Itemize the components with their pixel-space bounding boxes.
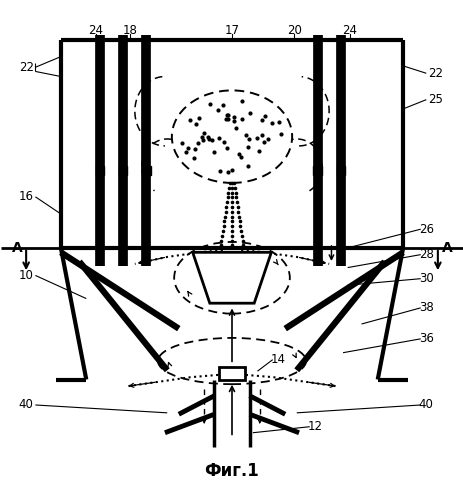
Text: 14: 14 bbox=[270, 353, 285, 366]
Text: A: A bbox=[12, 240, 22, 254]
Text: 16: 16 bbox=[19, 190, 33, 203]
Text: 26: 26 bbox=[418, 222, 433, 235]
Bar bbox=[336, 166, 344, 175]
Text: 40: 40 bbox=[418, 398, 433, 411]
Text: 18: 18 bbox=[123, 24, 138, 37]
Text: 40: 40 bbox=[19, 398, 33, 411]
Bar bbox=[96, 166, 104, 175]
Text: 38: 38 bbox=[418, 302, 433, 314]
Text: 22: 22 bbox=[427, 67, 442, 80]
Bar bbox=[313, 166, 321, 175]
Text: 12: 12 bbox=[307, 420, 322, 433]
Text: Фиг.1: Фиг.1 bbox=[204, 462, 259, 480]
Bar bbox=[119, 166, 127, 175]
Text: 17: 17 bbox=[224, 24, 239, 37]
Text: 24: 24 bbox=[342, 24, 357, 37]
Text: 36: 36 bbox=[418, 332, 433, 345]
Text: 10: 10 bbox=[19, 269, 33, 282]
Polygon shape bbox=[192, 252, 271, 303]
Text: 20: 20 bbox=[287, 24, 301, 37]
Text: 30: 30 bbox=[418, 272, 433, 285]
Text: 24: 24 bbox=[88, 24, 103, 37]
Bar bbox=[219, 366, 244, 380]
Text: 28: 28 bbox=[418, 248, 433, 261]
Text: 25: 25 bbox=[427, 93, 442, 106]
Text: 22: 22 bbox=[19, 61, 33, 74]
Text: A: A bbox=[441, 240, 451, 254]
Bar bbox=[142, 166, 150, 175]
